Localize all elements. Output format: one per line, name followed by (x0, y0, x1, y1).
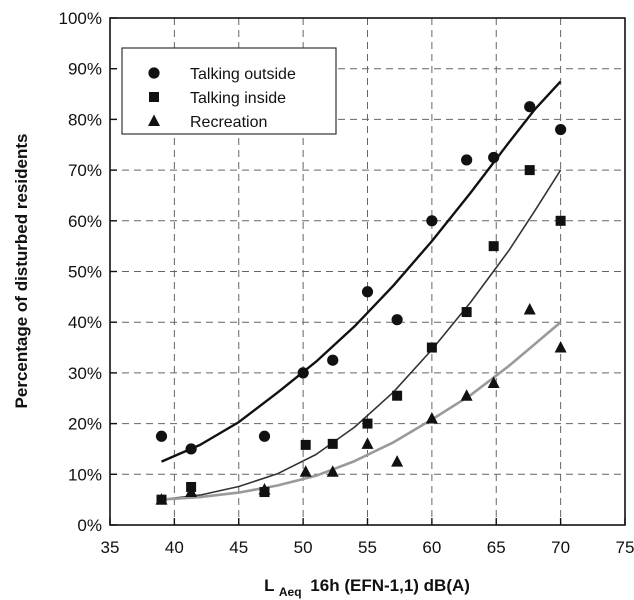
point-triangle (361, 437, 374, 449)
legend-marker-circle (148, 67, 160, 79)
point-square (488, 241, 499, 252)
x-axis-title: L Aeq 16h (EFN-1,1) dB(A) (264, 576, 470, 600)
point-square (327, 438, 338, 449)
point-triangle (523, 303, 536, 315)
legend-label: Recreation (190, 114, 267, 131)
data-points (155, 101, 567, 505)
y-tick-label: 20% (68, 415, 102, 434)
point-square (426, 342, 437, 353)
point-triangle (299, 465, 312, 477)
point-triangle (460, 389, 473, 401)
point-circle (426, 215, 438, 227)
y-tick-label: 80% (68, 110, 102, 129)
x-tick-label: 60 (422, 538, 441, 557)
y-axis-title: Percentage of disturbed residents (12, 134, 31, 409)
point-triangle (391, 455, 404, 467)
legend: Talking outside Talking inside Recreation (121, 47, 337, 135)
x-axis-title-subscript: Aeq (279, 585, 302, 599)
trend-lines (161, 80, 562, 501)
x-tick-label: 55 (358, 538, 377, 557)
trend-line-triangle (161, 321, 562, 501)
y-tick-label: 50% (68, 263, 102, 282)
x-tick-label: 35 (101, 538, 120, 557)
point-circle (155, 430, 168, 442)
legend-label: Talking outside (190, 66, 296, 83)
x-axis-title-prefix: L (264, 576, 274, 595)
point-triangle (155, 493, 168, 505)
y-tick-labels: 0% 10% 20% 30% 40% 50% 60% 70% 80% 90% 100% (59, 9, 102, 535)
x-tick-label: 40 (165, 538, 184, 557)
point-circle (327, 354, 339, 366)
y-tick-label: 10% (68, 465, 102, 484)
x-tick-label: 65 (487, 538, 506, 557)
point-triangle (554, 341, 567, 353)
y-tick-label: 0% (77, 516, 102, 535)
legend-box (121, 47, 337, 135)
y-tick-label: 90% (68, 60, 102, 79)
point-circle (555, 123, 567, 136)
point-circle (524, 101, 536, 113)
point-square (300, 439, 311, 450)
point-circle (297, 367, 309, 379)
point-circle (185, 443, 197, 455)
point-circle (488, 151, 500, 164)
tick-marks (109, 17, 626, 526)
x-tick-label: 70 (551, 538, 570, 557)
point-square (555, 215, 566, 226)
y-tick-label: 30% (68, 364, 102, 383)
point-triangle (326, 465, 339, 477)
x-tick-labels: 35 40 45 50 55 60 65 70 75 (101, 538, 634, 557)
point-circle (258, 430, 271, 442)
x-axis-title-main: 16h (EFN-1,1) dB(A) (310, 576, 470, 595)
point-triangle (185, 485, 198, 498)
point-square (392, 390, 403, 401)
x-tick-label: 50 (294, 538, 313, 557)
legend-marker-square (149, 92, 159, 102)
point-square (461, 307, 472, 318)
trend-line-circle (161, 80, 562, 463)
point-circle (461, 154, 473, 166)
point-triangle (258, 483, 271, 495)
point-square (524, 165, 535, 176)
y-tick-label: 60% (68, 212, 102, 231)
y-tick-label: 100% (59, 9, 102, 28)
legend-marker-triangle (148, 114, 160, 126)
point-square (362, 418, 373, 429)
y-tick-label: 70% (68, 161, 102, 180)
point-circle (391, 314, 403, 326)
x-tick-label: 45 (229, 538, 248, 557)
legend-label: Talking inside (190, 90, 286, 107)
point-triangle (425, 412, 438, 424)
point-circle (361, 286, 374, 298)
x-tick-label: 75 (616, 538, 634, 557)
point-triangle (487, 376, 500, 389)
trend-line-square (161, 169, 562, 501)
y-tick-label: 40% (68, 313, 102, 332)
